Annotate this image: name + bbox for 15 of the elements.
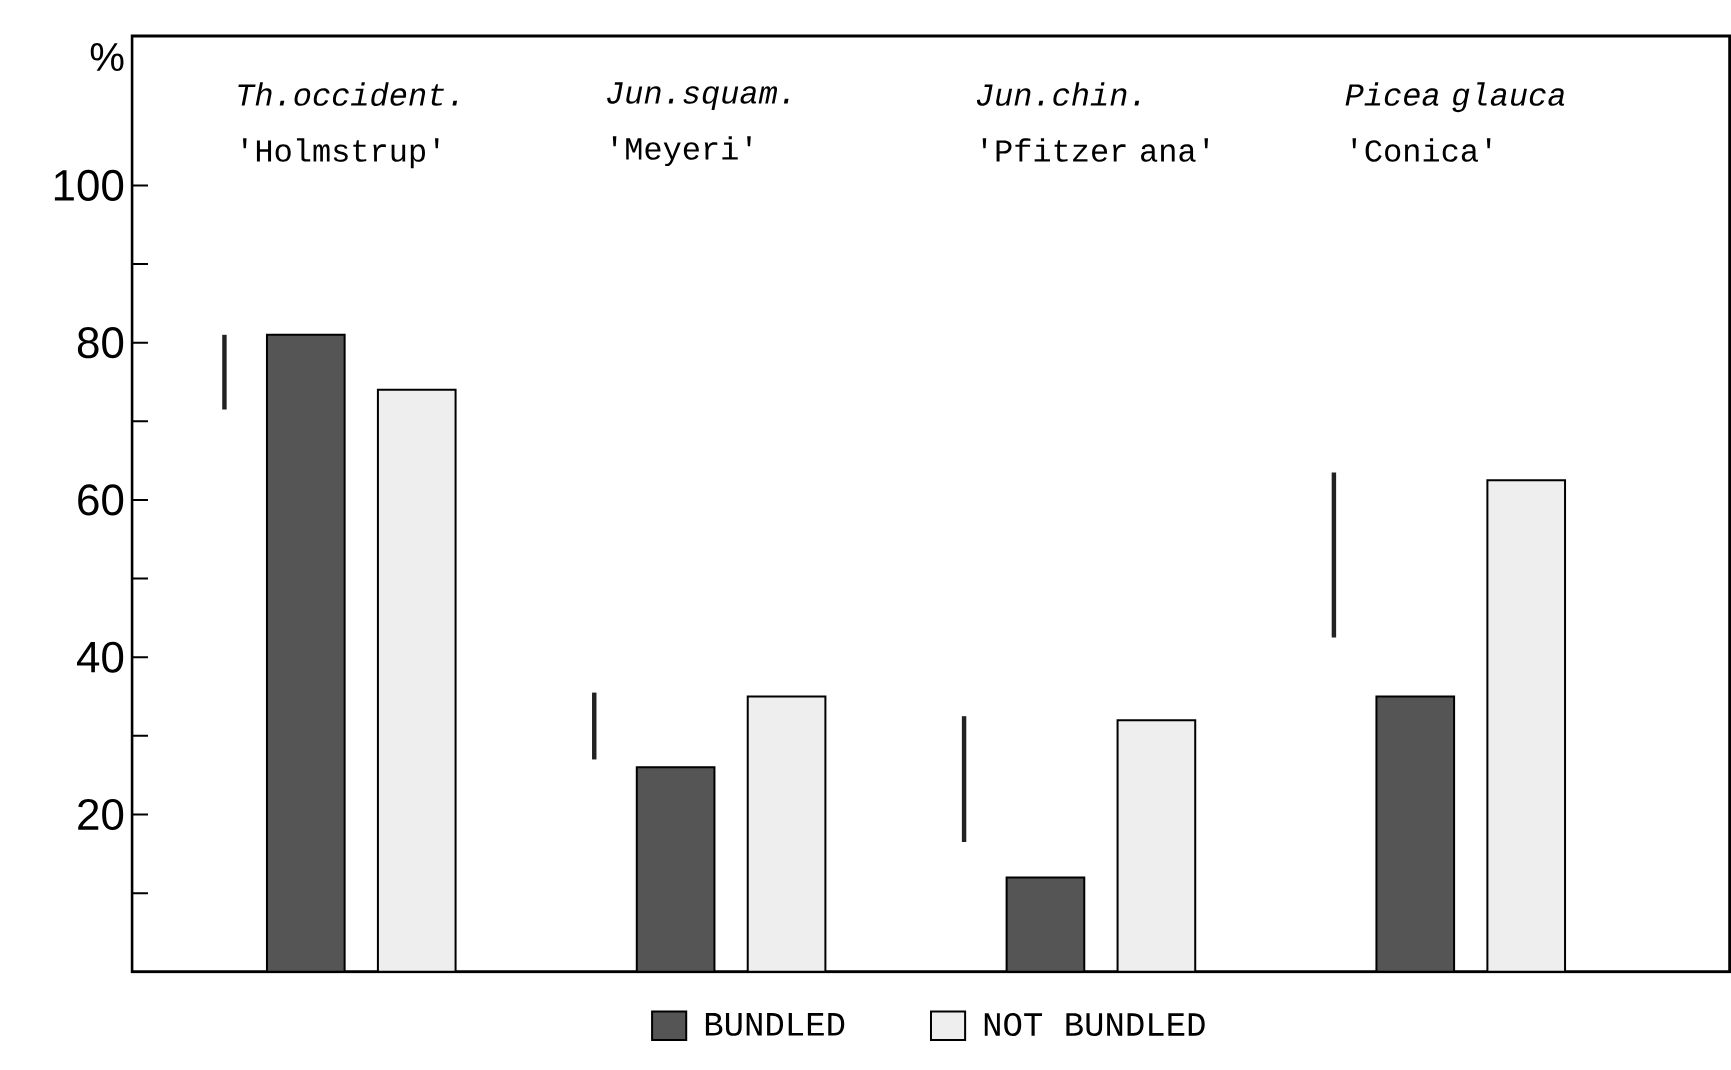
y-tick-label: 60 xyxy=(78,484,124,516)
y-tick-label: 20 xyxy=(78,799,124,831)
y-tick-label: 80 xyxy=(77,327,124,359)
x-tick-label: Jun.chin. 'Pfitzer ana' xyxy=(977,82,1208,162)
y-axis-title: % xyxy=(90,43,124,72)
bar xyxy=(1331,472,1337,638)
legend-label: BUNDLED xyxy=(705,1013,845,1036)
legend-label: NOT BUNDLED xyxy=(984,1013,1205,1037)
x-tick-label: Picea glauca 'Conica' xyxy=(1345,82,1565,162)
y-tick-label: 40 xyxy=(76,641,124,673)
x-tick-label: Jun.squam. 'Meyeri' xyxy=(607,82,789,167)
x-tick-label: Th.occident. 'Holmstrup' xyxy=(238,82,458,169)
bar xyxy=(961,716,967,843)
y-tick-label: 100 xyxy=(54,169,124,202)
bar xyxy=(222,334,227,410)
